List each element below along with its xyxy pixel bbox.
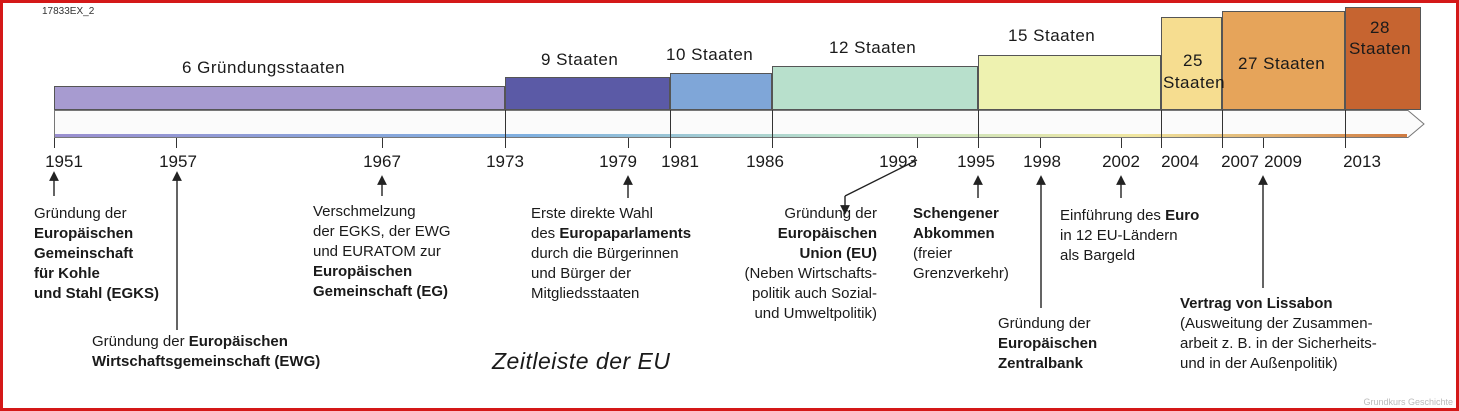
tick-1979 bbox=[628, 138, 629, 148]
event-1995: Schengener Abkommen (freier Grenzverkehr… bbox=[913, 205, 1009, 282]
year-label: 2007 bbox=[1221, 152, 1259, 171]
year-label: 1979 bbox=[599, 152, 637, 171]
band-label-6: 6 Gründungsstaaten bbox=[182, 58, 346, 77]
tick-1981 bbox=[670, 110, 671, 148]
band-label-9: 9 Staaten bbox=[541, 50, 619, 69]
band-label-27: 27 Staaten bbox=[1238, 54, 1326, 73]
band-10-states bbox=[670, 73, 772, 110]
tick-1973 bbox=[505, 110, 506, 148]
year-label: 1995 bbox=[957, 152, 995, 171]
band-15-states bbox=[978, 55, 1161, 110]
tick-1993 bbox=[917, 138, 918, 148]
arrow-1993 bbox=[844, 159, 918, 197]
year-label: 2009 bbox=[1264, 152, 1302, 171]
band-12-states bbox=[772, 66, 978, 110]
band-label-25: 25 Staaten bbox=[1163, 51, 1226, 92]
year-label: 1951 bbox=[45, 152, 83, 171]
tick-2013 bbox=[1345, 110, 1346, 148]
event-1979: Erste direkte Wahl des Europaparlaments … bbox=[531, 205, 692, 302]
watermark: Grundkurs Geschichte bbox=[1363, 397, 1453, 407]
year-label: 1967 bbox=[363, 152, 401, 171]
year-label: 2013 bbox=[1343, 152, 1381, 171]
tick-2004 bbox=[1161, 110, 1162, 148]
event-2009: Vertrag von Lissabon (Ausweitung der Zus… bbox=[1180, 295, 1377, 372]
tick-2009 bbox=[1263, 138, 1264, 148]
image-code: 17833EX_2 bbox=[42, 6, 95, 17]
event-1957: Gründung der Europäischen Wirtschaftsgem… bbox=[92, 333, 321, 370]
event-1998: Gründung der Europäischen Zentralbank bbox=[998, 315, 1098, 372]
band-label-12: 12 Staaten bbox=[829, 38, 917, 57]
tick-1957 bbox=[176, 138, 177, 148]
year-label: 1957 bbox=[159, 152, 197, 171]
band-label-10: 10 Staaten bbox=[666, 45, 754, 64]
event-1951: Gründung der Europäischen Gemeinschaft f… bbox=[34, 205, 159, 302]
tick-1951 bbox=[54, 138, 55, 148]
tick-2007 bbox=[1222, 110, 1223, 148]
diagram-title: Zeitleiste der EU bbox=[492, 348, 671, 374]
band-28-states bbox=[1345, 7, 1421, 110]
year-label: 2002 bbox=[1102, 152, 1140, 171]
tick-1995 bbox=[978, 110, 979, 148]
band-6-states bbox=[54, 86, 505, 110]
year-label: 1986 bbox=[746, 152, 784, 171]
year-label: 1993 bbox=[879, 152, 917, 171]
tick-1986 bbox=[772, 110, 773, 148]
year-label: 1998 bbox=[1023, 152, 1061, 171]
band-27-states bbox=[1222, 11, 1345, 110]
band-label-28: 28 Staaten bbox=[1348, 18, 1412, 58]
event-1993: Gründung der Europäischen Union (EU) (Ne… bbox=[744, 205, 877, 322]
year-label: 2004 bbox=[1161, 152, 1199, 171]
year-label: 1973 bbox=[486, 152, 524, 171]
band-25-states bbox=[1161, 17, 1222, 110]
band-label-15: 15 Staaten bbox=[1008, 26, 1096, 45]
band-9-states bbox=[505, 77, 670, 110]
timeline-arrow bbox=[54, 110, 1425, 138]
event-1967: Verschmelzung der EGKS, der EWG und EURA… bbox=[313, 203, 451, 300]
tick-1967 bbox=[382, 138, 383, 148]
tick-1998 bbox=[1040, 138, 1041, 148]
tick-2002 bbox=[1121, 138, 1122, 148]
year-label: 1981 bbox=[661, 152, 699, 171]
event-2002: Einführung des Euro in 12 EU-Ländern als… bbox=[1060, 207, 1200, 264]
